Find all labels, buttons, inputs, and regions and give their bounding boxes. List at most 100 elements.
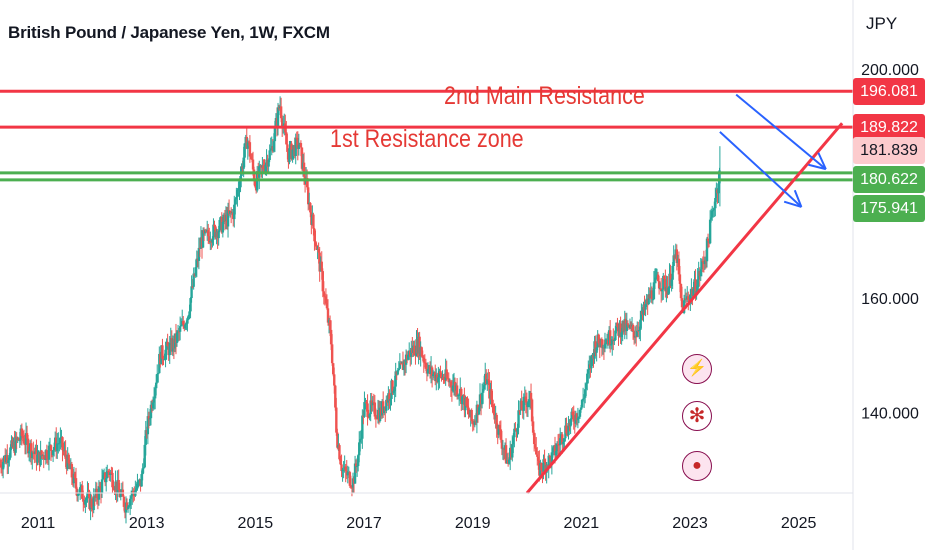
candle-body [272, 141, 276, 152]
x-tick-label: 2015 [238, 515, 274, 532]
candle-body [338, 445, 341, 460]
candle-body [185, 323, 188, 325]
candle-body [288, 148, 291, 163]
candle-body [373, 402, 377, 417]
candle-body [312, 214, 315, 229]
candle-body [248, 142, 252, 157]
candle-body [513, 428, 516, 438]
uk-flag-glyph: ✻ [688, 405, 706, 427]
candle-body [26, 438, 30, 454]
candle-body [422, 357, 425, 363]
currency-label: JPY [866, 14, 898, 33]
candle-body [332, 363, 335, 375]
price-badge-support-upper: 180.622 [853, 166, 925, 194]
candle-body [678, 274, 682, 284]
candle-body [294, 137, 297, 156]
record-icon[interactable]: ● [682, 451, 712, 481]
candle-body [144, 430, 147, 445]
candle-body [14, 436, 17, 453]
candle-body [221, 222, 225, 233]
candle-body [406, 354, 410, 360]
candle-body [608, 330, 612, 345]
candle-body [106, 470, 109, 479]
candle-body [186, 318, 189, 324]
candle-body [161, 345, 164, 359]
candle-body [551, 448, 555, 453]
candle-body [625, 323, 629, 332]
arrow-head-2-2 [793, 189, 803, 208]
candle-body [350, 487, 354, 489]
candle-body [307, 187, 310, 205]
candle-body [694, 279, 697, 296]
record-glyph: ● [692, 457, 702, 474]
candle-body [177, 331, 181, 333]
candle-body [626, 323, 630, 325]
candle-body [39, 450, 42, 466]
candle-body [439, 371, 442, 374]
candle-body [73, 473, 77, 479]
candle-body [680, 298, 684, 308]
candle-body [466, 405, 469, 408]
candle-body [321, 271, 324, 292]
candle-body [109, 472, 112, 475]
candle-body [286, 144, 289, 152]
candle-body [207, 230, 210, 237]
candle-body [253, 181, 257, 187]
candle-body [420, 347, 423, 357]
candle-body [142, 467, 145, 469]
candle-body [491, 399, 494, 405]
candle-body [414, 355, 417, 357]
candle-body [233, 204, 236, 220]
candle-body [112, 487, 115, 490]
candle-body [320, 261, 323, 272]
candle-body [540, 463, 543, 471]
candle-body [237, 189, 240, 191]
candle-body [9, 447, 12, 458]
candle-body [644, 304, 647, 310]
candle-body [367, 417, 370, 419]
candle-body [699, 269, 702, 277]
candle-body [6, 454, 9, 463]
candle-body [56, 443, 59, 452]
y-tick-label: 160.000 [861, 291, 919, 308]
candle-body [369, 400, 372, 415]
candle-body [334, 385, 337, 408]
candle-body [111, 472, 114, 488]
candle-body [388, 393, 391, 401]
candle-body [226, 210, 230, 227]
lightning-icon[interactable]: ⚡ [682, 354, 712, 384]
y-tick-label: 200.000 [861, 62, 919, 79]
candle-body [365, 401, 368, 404]
candle-body [536, 454, 539, 457]
candle-body [146, 416, 150, 435]
candle-body [440, 373, 443, 379]
price-badge-support-lower: 175.941 [853, 195, 925, 223]
candle-body [276, 107, 280, 127]
candle-body [663, 275, 666, 279]
candle-body [188, 311, 191, 316]
candle-body [354, 463, 358, 467]
candle-body [330, 344, 334, 364]
candle-body [585, 383, 588, 390]
candle-body [353, 463, 357, 484]
candle-body [179, 325, 183, 327]
candle-body [317, 248, 320, 253]
candle-body [461, 396, 464, 405]
candle-body [239, 175, 242, 188]
candle-body [640, 311, 643, 320]
candle-body [168, 342, 171, 356]
candle-body [457, 395, 461, 397]
candle-body [639, 319, 642, 330]
uk-flag-icon[interactable]: ✻ [682, 401, 712, 431]
candle-body [575, 413, 579, 421]
main-resistance-label: 2nd Main Resistance [444, 82, 645, 110]
candle-body [252, 169, 256, 182]
candle-body [85, 498, 88, 500]
candle-body [654, 277, 658, 279]
x-tick-label: 2023 [672, 515, 708, 532]
candle-body [713, 208, 716, 211]
candle-body [40, 450, 43, 456]
candle-body [187, 315, 190, 319]
candle-body [526, 402, 530, 407]
